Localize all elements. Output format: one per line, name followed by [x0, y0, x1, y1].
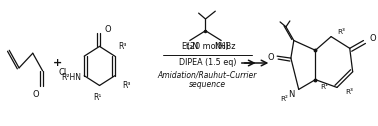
Text: NHBz: NHBz [214, 42, 236, 51]
Text: O: O [268, 53, 274, 62]
Text: R³: R³ [119, 42, 127, 51]
Text: DIPEA (1.5 eq): DIPEA (1.5 eq) [179, 58, 236, 67]
Text: sequence: sequence [189, 80, 226, 89]
Text: R³: R³ [345, 89, 353, 95]
Text: N: N [288, 90, 294, 99]
Text: O: O [33, 90, 39, 99]
Text: +: + [53, 58, 62, 68]
Text: R²: R² [280, 96, 288, 102]
Text: Amidation/Rauhut–Currier: Amidation/Rauhut–Currier [158, 70, 257, 79]
Text: O: O [369, 34, 376, 43]
Text: Cl: Cl [58, 68, 67, 77]
Text: R¹: R¹ [93, 93, 102, 102]
Text: R³: R³ [123, 81, 131, 90]
Text: R¹: R¹ [320, 84, 328, 90]
Text: Et₂N: Et₂N [181, 42, 198, 51]
Text: (20 mol%): (20 mol%) [187, 42, 228, 51]
Text: R²HN: R²HN [61, 73, 81, 82]
Text: O: O [104, 25, 111, 34]
Text: R³: R³ [337, 29, 345, 35]
